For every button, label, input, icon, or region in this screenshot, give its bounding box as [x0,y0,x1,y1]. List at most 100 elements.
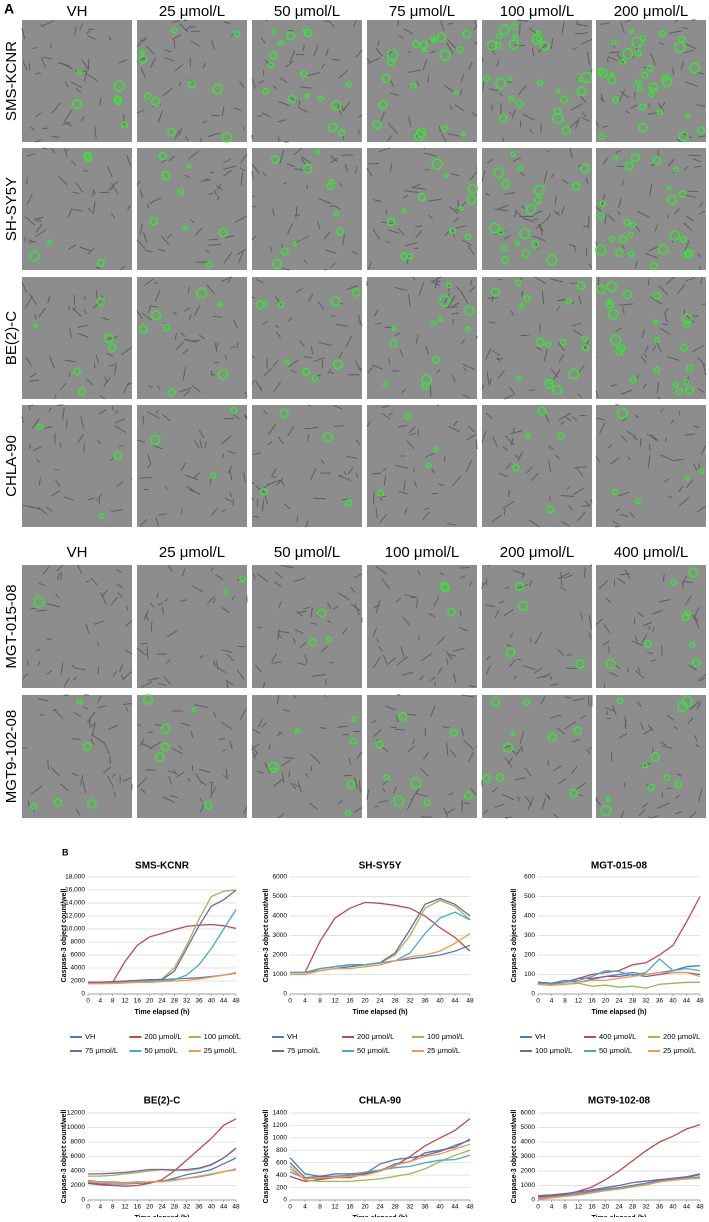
x-tick-label: 44 [683,1204,691,1211]
y-tick-label: 500 [524,893,535,900]
cell [94,363,95,368]
cell [475,747,477,748]
column-header: 25 μmol/L [159,544,225,561]
y-tick-label: 12,000 [65,913,85,920]
cell [267,358,268,368]
column-header: 50 μmol/L [274,3,340,20]
micrograph [367,565,477,688]
x-axis-title: Time elapsed (h) [134,1009,189,1016]
column-header: VH [67,544,88,561]
row-label: CHLA-90 [3,435,20,497]
cell [341,155,353,156]
chart-title: BE(2)-C [144,1096,181,1107]
x-tick-label: 36 [421,998,429,1005]
micrograph [252,695,362,818]
cell [476,167,477,168]
y-tick-label: 12000 [67,1110,85,1117]
y-tick-label: 200 [276,1184,287,1191]
y-tick-label: 6000 [71,1153,86,1160]
row-label: SH-SY5Y [3,177,20,241]
x-tick-label: 4 [99,1204,103,1211]
column-header: 200 μmol/L [614,3,689,20]
x-tick-label: 28 [171,1204,179,1211]
cell [324,269,327,270]
legend-label: 200 μmol/L [144,1032,181,1041]
x-tick-label: 16 [588,998,596,1005]
micrograph [137,565,247,688]
x-tick-label: 4 [550,998,554,1005]
x-tick-label: 4 [303,1204,307,1211]
micrograph [367,405,477,527]
series-line [88,1149,236,1174]
micrograph [252,277,362,399]
y-tick-label: 2000 [273,952,288,959]
x-tick-label: 8 [111,998,115,1005]
y-tick-label: 600 [524,874,535,881]
series-line [290,902,470,972]
x-tick-label: 20 [602,998,610,1005]
x-tick-label: 24 [615,1204,623,1211]
cell [123,704,132,705]
cell [689,155,701,156]
y-axis-title: Caspase-3 object count/well [263,889,270,983]
micrograph [252,20,362,142]
series-line [88,910,236,984]
y-axis-title: Caspase-3 object count/well [511,889,518,983]
column-header: 50 μmol/L [274,544,340,561]
series-line [538,1178,700,1199]
x-tick-label: 24 [158,998,166,1005]
series-line [538,1125,700,1198]
micrograph [482,565,592,688]
y-tick-label: 0 [81,1197,85,1204]
x-tick-label: 40 [436,1204,444,1211]
x-tick-label: 48 [466,998,474,1005]
legend-label: 100 μmol/L [427,1032,464,1041]
legend-label: VH [287,1032,297,1041]
y-tick-label: 0 [283,991,287,998]
series-line [88,890,236,982]
y-tick-label: 14,000 [65,900,85,907]
column-header: 200 μmol/L [500,544,575,561]
x-tick-label: 48 [232,998,240,1005]
x-tick-label: 48 [696,998,704,1005]
y-tick-label: 6000 [521,1110,536,1117]
legend-label: 25 μmol/L [663,1046,696,1055]
y-axis-title: Caspase-3 object count/well [263,1110,270,1204]
x-tick-label: 32 [406,1204,414,1211]
cell [131,479,132,480]
cell [72,739,81,740]
cell [88,58,89,69]
series-line [88,890,236,983]
column-header: 100 μmol/L [385,544,460,561]
legend-label: 200 μmol/L [357,1032,394,1041]
column-header: VH [67,3,88,20]
x-tick-label: 16 [134,998,142,1005]
chart-title: CHLA-90 [359,1096,402,1107]
legend-label: 25 μmol/L [427,1046,460,1055]
cell [446,307,458,308]
x-tick-label: 12 [121,1204,129,1211]
x-tick-label: 16 [588,1204,596,1211]
legend-label: 75 μmol/L [287,1046,320,1055]
x-tick-label: 12 [575,1204,583,1211]
x-tick-label: 48 [466,1204,474,1211]
x-tick-label: 0 [86,1204,90,1211]
cell [662,645,663,656]
panel-label: B [62,847,69,857]
column-header: 100 μmol/L [500,3,575,20]
y-tick-label: 1000 [273,1135,288,1142]
x-tick-label: 44 [220,1204,228,1211]
y-tick-label: 4000 [521,1139,536,1146]
x-tick-label: 8 [318,998,322,1005]
cell [611,751,612,761]
micrograph [596,405,706,527]
x-tick-label: 36 [656,1204,664,1211]
x-tick-label: 48 [232,1204,240,1211]
y-tick-label: 4000 [273,913,288,920]
x-tick-label: 0 [288,998,292,1005]
x-tick-label: 8 [318,1204,322,1211]
y-axis-title: Caspase-3 object count/well [511,1110,518,1204]
x-tick-label: 12 [331,1204,339,1211]
chart-title: MGT9-102-08 [588,1096,651,1107]
